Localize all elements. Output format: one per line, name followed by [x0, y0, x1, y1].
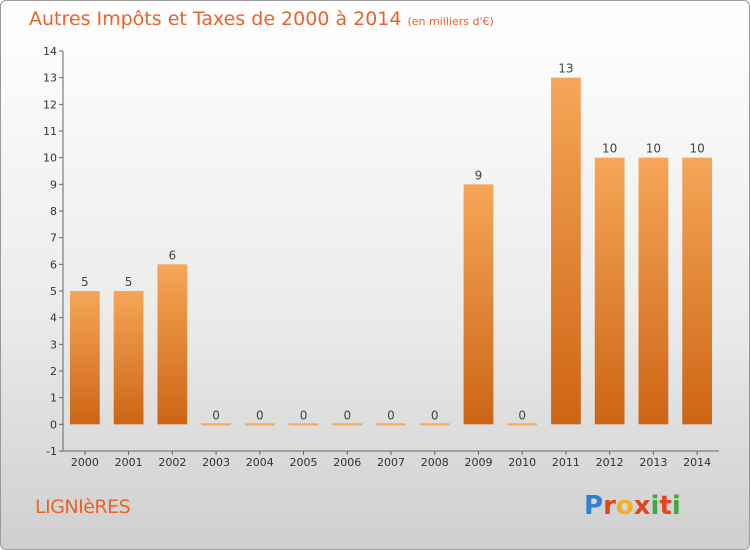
bar	[419, 423, 450, 426]
data-label: 0	[343, 408, 351, 422]
y-tick-label: 12	[43, 98, 57, 111]
bar	[244, 423, 275, 426]
data-label: 10	[646, 142, 661, 156]
data-label: 0	[387, 408, 395, 422]
data-label: 5	[81, 275, 89, 289]
bar	[201, 423, 231, 426]
data-label: 10	[689, 142, 704, 156]
data-label: 10	[602, 142, 617, 156]
town-name: LIGNIèRES	[35, 496, 131, 518]
bar	[157, 264, 188, 425]
data-label: 6	[169, 248, 177, 262]
x-tick-label: 2009	[464, 456, 492, 469]
x-tick-label: 2001	[115, 456, 143, 469]
x-tick-label: 2002	[158, 456, 186, 469]
logo-letter: t	[659, 491, 672, 521]
bar	[288, 423, 319, 426]
data-label: 0	[518, 408, 526, 422]
y-tick-label: 2	[50, 365, 57, 378]
y-tick-label: -1	[46, 445, 57, 458]
x-tick-label: 2000	[71, 456, 99, 469]
proxiti-logo: Proxiti	[584, 491, 681, 521]
x-tick-label: 2011	[552, 456, 580, 469]
logo-letter: i	[671, 491, 681, 521]
bar	[594, 157, 625, 425]
y-tick-label: 1	[50, 392, 57, 405]
y-tick-label: 11	[43, 125, 57, 138]
x-tick-label: 2012	[596, 456, 624, 469]
y-tick-label: 13	[43, 72, 57, 85]
x-tick-label: 2004	[246, 456, 274, 469]
data-label: 13	[558, 62, 573, 76]
chart-subtitle: (en milliers d'€)	[407, 15, 494, 28]
x-tick-label: 2014	[683, 456, 711, 469]
y-tick-label: 9	[50, 178, 57, 191]
logo-letter: o	[615, 491, 634, 521]
data-label: 0	[256, 408, 264, 422]
bar	[463, 184, 494, 425]
x-tick-label: 2007	[377, 456, 405, 469]
x-tick-label: 2013	[639, 456, 667, 469]
chart-title: Autres Impôts et Taxes de 2000 à 2014 (en…	[29, 8, 494, 30]
x-tick-label: 2006	[333, 456, 361, 469]
logo-letter: P	[584, 491, 604, 521]
title-text: Autres Impôts et Taxes de 2000 à 2014	[29, 8, 402, 30]
data-label: 0	[300, 408, 308, 422]
data-label: 5	[125, 275, 133, 289]
y-tick-label: 6	[50, 258, 57, 271]
bar	[69, 291, 100, 425]
bar	[376, 423, 406, 426]
logo-letter: r	[603, 491, 616, 521]
y-tick-label: 3	[50, 338, 57, 351]
bar	[507, 423, 538, 426]
logo-letter: i	[650, 491, 660, 521]
bar	[551, 77, 581, 425]
y-tick-label: 14	[43, 45, 57, 58]
y-tick-label: 8	[50, 205, 57, 218]
data-label: 0	[431, 408, 439, 422]
logo-letter: x	[633, 491, 651, 521]
y-tick-label: 5	[50, 285, 57, 298]
y-tick-label: 10	[43, 152, 57, 165]
bar	[638, 157, 669, 425]
bar	[113, 291, 144, 425]
data-label: 0	[212, 408, 220, 422]
x-tick-label: 2008	[421, 456, 449, 469]
y-tick-label: 0	[50, 418, 57, 431]
bar	[332, 423, 363, 426]
x-tick-label: 2003	[202, 456, 230, 469]
x-tick-label: 2005	[290, 456, 318, 469]
y-tick-label: 7	[50, 232, 57, 245]
y-tick-label: 4	[50, 312, 57, 325]
bar	[682, 157, 713, 425]
data-label: 9	[475, 168, 483, 182]
x-tick-label: 2010	[508, 456, 536, 469]
